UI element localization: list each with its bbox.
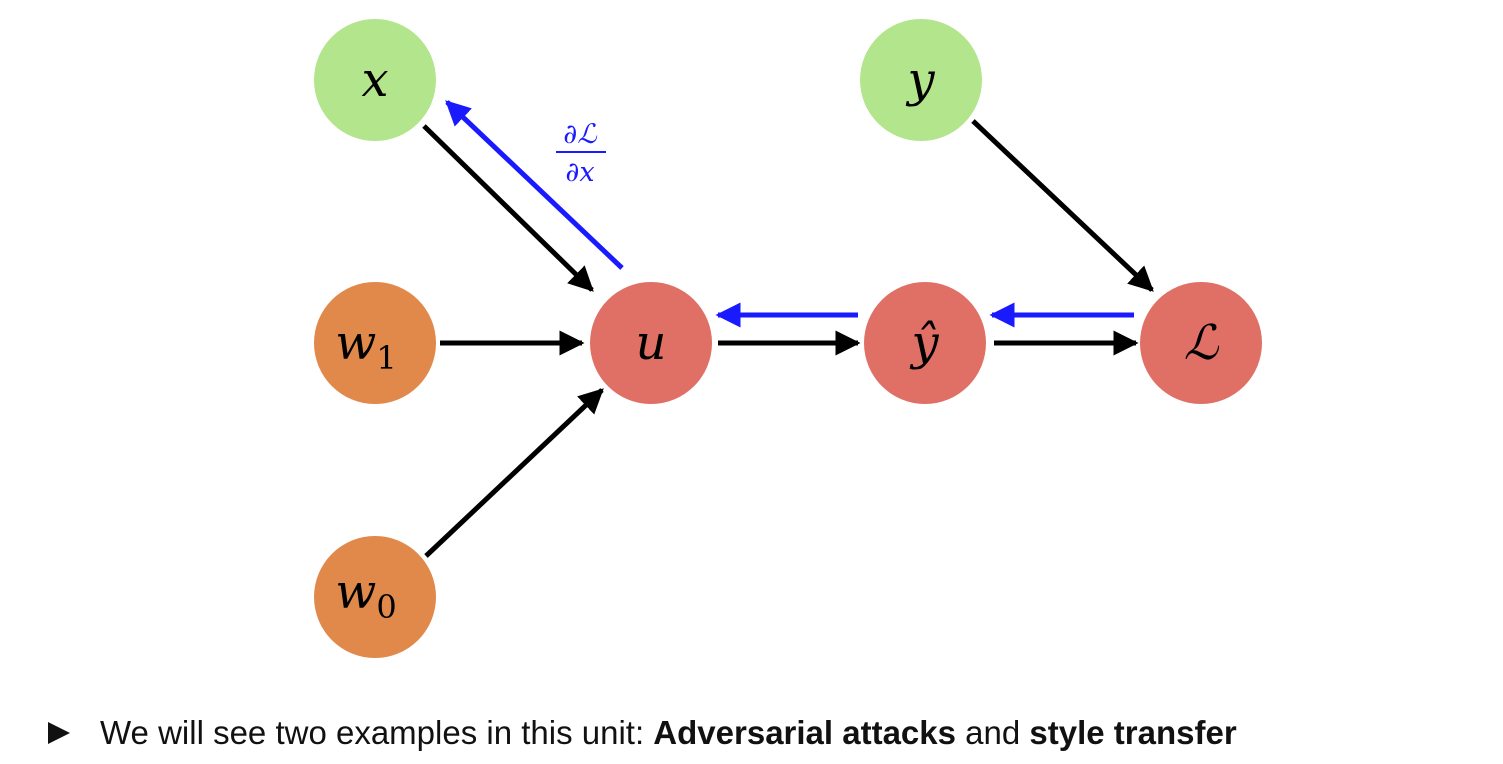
node-L-label: ℒ (1184, 315, 1220, 371)
node-u-circle (590, 282, 712, 404)
bullet-text-prefix: We will see two examples in this unit: (100, 714, 654, 751)
gradient-label-denominator: ∂x (565, 157, 594, 188)
node-yhat-label: ŷ (909, 315, 939, 371)
node-y-label: y (905, 52, 935, 108)
node-L: ℒ (1140, 282, 1262, 404)
node-x-circle (314, 19, 436, 141)
node-yhat-circle (864, 282, 986, 404)
edge-w0-to-u (424, 388, 604, 558)
node-w1-circle (314, 282, 436, 404)
node-w1-label: w1 (335, 315, 396, 377)
computation-graph: ∂ℒ ∂x x y w1 w0 u ŷ ℒ (314, 19, 1262, 658)
node-w0-label-sub: 0 (376, 588, 396, 626)
node-yhat: ŷ (864, 282, 986, 404)
edge-x-to-u (422, 124, 594, 292)
node-u-label: u (636, 315, 667, 371)
bullet-triangle-icon (48, 722, 70, 744)
bullet-text-adversarial-attacks: Adversarial attacks (653, 714, 956, 751)
node-w1-label-sub: 1 (376, 339, 396, 377)
node-L-circle (1140, 282, 1262, 404)
edge-y-to-L (971, 119, 1154, 292)
gradient-label-numerator: ∂ℒ (563, 119, 597, 150)
node-y: y (860, 19, 982, 141)
gradient-edge-u-to-x (445, 100, 624, 270)
node-u: u (590, 282, 712, 404)
node-y-circle (860, 19, 982, 141)
node-w0-circle (314, 536, 436, 658)
node-w0-label-main: w (335, 564, 376, 620)
node-w0: w0 (314, 536, 436, 658)
node-w0-label: w0 (335, 564, 396, 626)
gradient-label: ∂ℒ ∂x (556, 119, 606, 188)
node-w1-label-main: w (335, 315, 376, 371)
bullet-item: We will see two examples in this unit: A… (48, 711, 1488, 755)
node-x: x (314, 19, 436, 141)
bullet-text-middle: and (956, 714, 1030, 751)
node-w1: w1 (314, 282, 436, 404)
bullet-text-style-transfer: style transfer (1029, 714, 1237, 751)
node-x-label: x (361, 52, 388, 108)
